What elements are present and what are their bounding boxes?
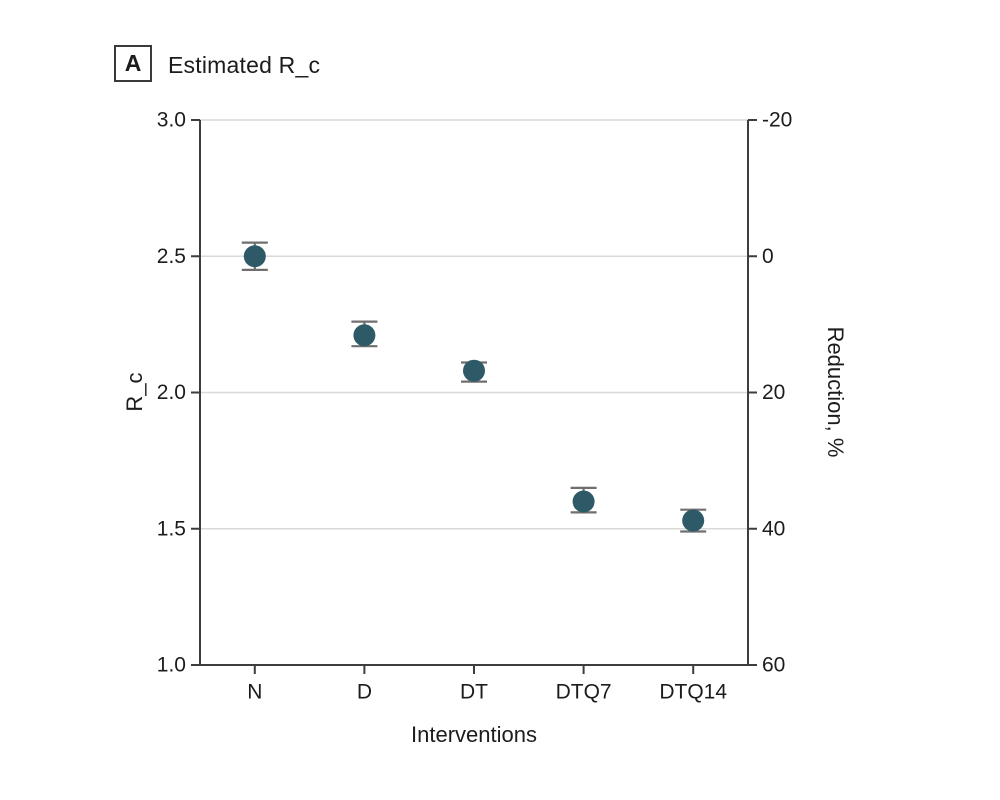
- data-point: [463, 359, 485, 382]
- x-axis-tick-label: DTQ14: [659, 681, 727, 704]
- y-axis-right-tick-label: 60: [762, 654, 785, 677]
- panel-title: Estimated R_c: [168, 52, 321, 78]
- data-point: [243, 245, 266, 268]
- data-point: [353, 324, 376, 347]
- y-axis-right-tick-label: -20: [762, 109, 792, 132]
- y-axis-left-tick-label: 2.0: [157, 381, 186, 404]
- data-point: [572, 490, 595, 513]
- x-axis-tick-label: DT: [460, 681, 488, 704]
- y-axis-right-tick-label: 40: [762, 517, 785, 540]
- y-axis-right-tick-label: 20: [762, 381, 785, 404]
- panel-label-box: A: [114, 45, 152, 82]
- y-axis-label-left: R_c: [122, 372, 147, 412]
- y-axis-right-tick-label: 0: [762, 245, 774, 268]
- x-axis-tick-label: D: [357, 681, 372, 704]
- y-axis-left-tick-label: 1.5: [157, 517, 186, 540]
- y-axis-left-tick-label: 2.5: [157, 245, 186, 268]
- x-axis-label: Interventions: [411, 722, 537, 747]
- x-axis-tick-label: N: [247, 681, 262, 704]
- y-axis-label-right: Reduction, %: [823, 326, 848, 458]
- y-axis-left-tick-label: 3.0: [157, 109, 186, 132]
- x-axis-tick-label: DTQ7: [556, 681, 612, 704]
- y-axis-left-tick-label: 1.0: [157, 654, 186, 677]
- data-point: [682, 509, 705, 532]
- panel-label: A: [124, 50, 142, 76]
